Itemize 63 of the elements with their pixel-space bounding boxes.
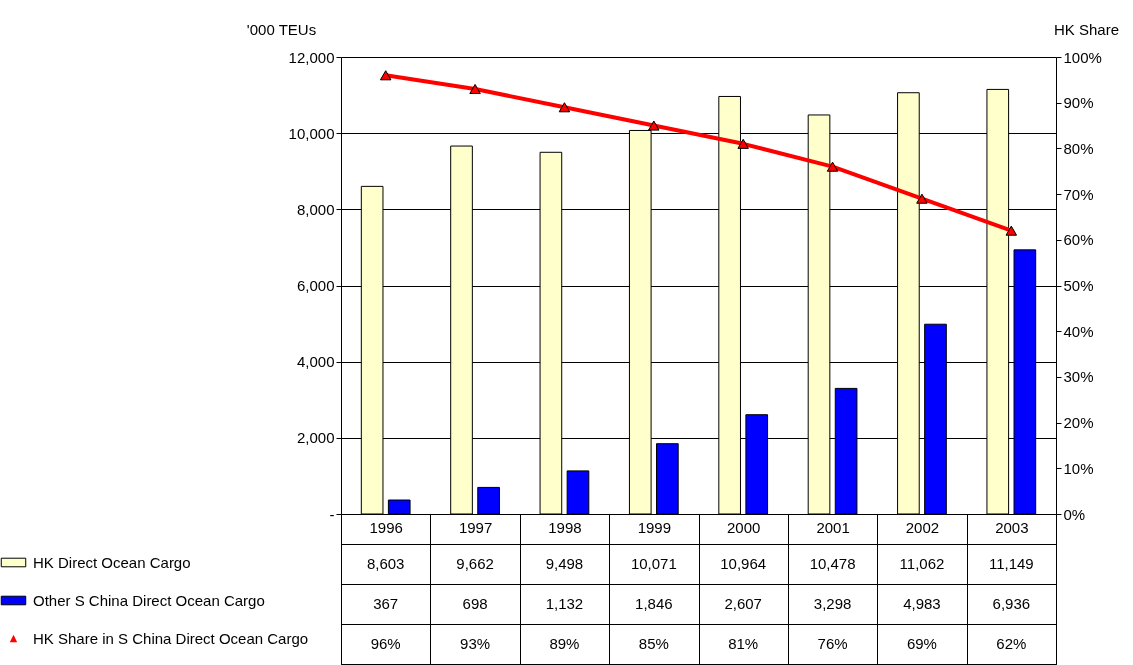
data-label: 11,149: [988, 555, 1034, 572]
point: [469, 83, 481, 95]
legend-label: HK Share in S China Direct Ocean Cargo: [33, 629, 309, 647]
data-label: 1,846: [635, 595, 673, 612]
data-label: 6,936: [992, 595, 1031, 612]
y2-tick-label: 60%: [1063, 231, 1094, 249]
data-label: 1,132: [545, 595, 584, 612]
data-label: 81%: [728, 635, 759, 652]
legend-label: Other S China Direct Ocean Cargo: [33, 591, 265, 609]
data-label: 10,478: [809, 555, 856, 572]
point: [379, 70, 392, 81]
data-label: 69%: [906, 635, 937, 652]
y2-axis-title: HK Share: [1053, 20, 1120, 38]
y-tick-label: 10,000: [288, 124, 335, 142]
point: [737, 138, 749, 149]
data-label: 85%: [638, 635, 669, 652]
data-label: 3,298: [813, 595, 852, 612]
data-label: 89%: [549, 635, 580, 652]
y-tick-label: 4,000: [296, 353, 335, 371]
data-label: 9,662: [456, 555, 494, 572]
x-tick-label: 2003: [995, 518, 1029, 536]
y2-tick-label: 0%: [1063, 505, 1086, 523]
y2-tick-label: 30%: [1063, 368, 1094, 386]
y-tick-label: -: [329, 505, 335, 523]
y2-tick-label: 70%: [1063, 185, 1094, 203]
data-label: 11,062: [899, 555, 945, 572]
data-label: 367: [373, 595, 399, 612]
y2-tick-label: 20%: [1063, 414, 1094, 432]
point: [916, 193, 928, 204]
y-tick-label: 12,000: [288, 48, 335, 66]
y-tick-label: 6,000: [296, 277, 335, 294]
x-tick-label: 2002: [905, 518, 940, 536]
y2-tick-label: 80%: [1063, 139, 1094, 157]
data-label: 62%: [996, 635, 1027, 652]
y2-tick-label: 40%: [1063, 322, 1094, 340]
point: [1005, 225, 1018, 236]
data-label: 93%: [460, 635, 491, 652]
x-tick-label: 1996: [369, 518, 403, 536]
x-tick-label: 1998: [548, 518, 582, 536]
y2-tick-label: 50%: [1063, 277, 1094, 294]
data-label: 10,071: [630, 555, 677, 572]
x-tick-label: 1999: [637, 518, 671, 536]
point: [826, 161, 839, 172]
data-label: 2,607: [724, 595, 762, 612]
y-tick-label: 8,000: [296, 200, 335, 218]
data-label: 698: [462, 595, 488, 612]
point: [648, 120, 660, 131]
data-label: 8,603: [366, 555, 405, 572]
y-axis-title: '000 TEUs: [246, 20, 317, 38]
legend-label: HK Direct Ocean Cargo: [33, 553, 191, 571]
x-tick-label: 1997: [458, 518, 493, 536]
x-tick-label: 2001: [816, 518, 850, 536]
x-tick-label: 2000: [727, 518, 761, 536]
data-label: 96%: [370, 635, 401, 652]
y2-tick-label: 10%: [1063, 459, 1094, 477]
data-label: 9,498: [545, 555, 584, 572]
y2-tick-label: 90%: [1063, 94, 1094, 112]
y2-tick-label: 100%: [1063, 48, 1102, 66]
data-label: 76%: [817, 635, 848, 652]
y-tick-label: 2,000: [296, 429, 335, 447]
data-label: 10,964: [720, 555, 767, 572]
data-label: 4,983: [903, 595, 941, 612]
point: [558, 102, 571, 113]
